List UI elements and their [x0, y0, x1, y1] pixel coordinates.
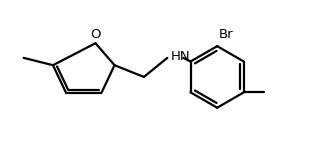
Text: O: O	[90, 28, 101, 41]
Text: HN: HN	[170, 50, 190, 63]
Text: Br: Br	[219, 28, 233, 41]
